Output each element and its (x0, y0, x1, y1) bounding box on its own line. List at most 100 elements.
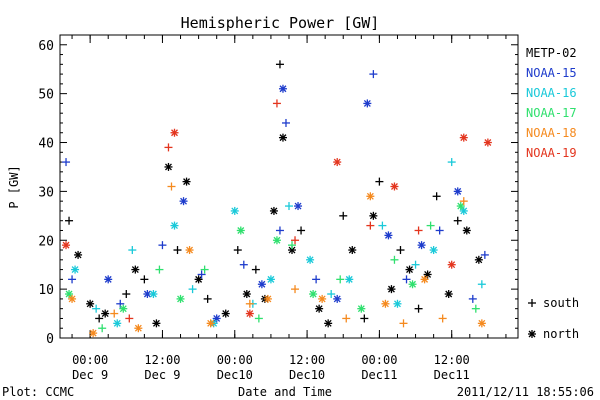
north-point (453, 187, 462, 196)
north-point (318, 294, 327, 303)
south-point (140, 275, 149, 284)
y-axis-label: P [GW] (7, 165, 21, 208)
north-point (113, 319, 122, 328)
legend-entry: METP-02 (526, 46, 577, 60)
north-point (456, 202, 465, 211)
north-point (417, 241, 426, 250)
north-point (170, 128, 179, 137)
series-noaa-15 (62, 70, 489, 323)
north-point (405, 265, 414, 274)
north-point (170, 221, 179, 230)
north-point (257, 280, 266, 289)
x-tick-label-date: Dec11 (434, 368, 470, 382)
x-tick-label-date: Dec10 (217, 368, 253, 382)
south-point (327, 290, 336, 299)
north-point (366, 192, 375, 201)
north-point (68, 294, 77, 303)
north-point (230, 206, 239, 215)
north-point (333, 294, 342, 303)
south-point (291, 236, 300, 245)
north-point (164, 162, 173, 171)
south-point (65, 216, 74, 225)
south-point (68, 275, 77, 284)
plot-timestamp: 2011/12/11 18:55:06 (457, 385, 594, 399)
north-point (62, 241, 71, 250)
south-point (62, 158, 71, 167)
south-point (312, 275, 321, 284)
legend-entry: NOAA-19 (526, 146, 577, 160)
y-tick-label: 30 (38, 185, 54, 200)
north-point (176, 294, 185, 303)
south-point (167, 182, 176, 191)
south-point (360, 314, 369, 323)
x-tick-label-time: 00:00 (217, 353, 253, 367)
north-point (194, 275, 203, 284)
south-point (396, 246, 405, 255)
north-point (242, 290, 251, 299)
y-tick-label: 20 (38, 234, 54, 249)
north-point (393, 299, 402, 308)
x-tick-label-date: Dec10 (289, 368, 325, 382)
series-noaa-17 (65, 202, 480, 333)
south-point (390, 255, 399, 264)
north-point (101, 309, 110, 318)
legend: METP-02 NOAA-15 NOAA-16 NOAA-17 NOAA-18 NOAA-… (526, 46, 577, 160)
south-point (275, 226, 284, 235)
north-point (104, 275, 113, 284)
north-point (86, 299, 95, 308)
series-noaa-18 (68, 182, 486, 338)
north-point (459, 133, 468, 142)
north-point (152, 319, 161, 328)
south-point (342, 314, 351, 323)
north-point (206, 319, 215, 328)
north-point (483, 138, 492, 147)
south-point (402, 275, 411, 284)
south-point (254, 314, 263, 323)
south-point (369, 70, 378, 79)
south-point (453, 216, 462, 225)
south-point (164, 143, 173, 152)
north-point (266, 275, 275, 284)
south-point (468, 294, 477, 303)
south-point (92, 304, 101, 313)
x-tick-label-time: 12:00 (289, 353, 325, 367)
north-point (408, 280, 417, 289)
south-point (200, 265, 209, 274)
south-point (336, 275, 345, 284)
north-point (429, 246, 438, 255)
y-tick-label: 0 (46, 332, 54, 347)
south-point (281, 118, 290, 127)
south-point (288, 241, 297, 250)
south-point (459, 197, 468, 206)
south-point (291, 285, 300, 294)
north-point (315, 304, 324, 313)
south-point (110, 309, 119, 318)
south-point (426, 221, 435, 230)
north-point (306, 255, 315, 264)
north-point (263, 294, 272, 303)
north-point (348, 246, 357, 255)
x-axis-label: Date and Time (238, 385, 332, 399)
north-point (363, 99, 372, 108)
south-point (158, 241, 167, 250)
north-point (131, 265, 140, 274)
north-point (309, 290, 318, 299)
south-point (399, 319, 408, 328)
plot-credit: Plot: CCMC (2, 385, 74, 399)
north-point (149, 290, 158, 299)
south-point (239, 260, 248, 269)
y-tick-label: 10 (38, 283, 54, 298)
south-point (366, 221, 375, 230)
north-point (420, 275, 429, 284)
legend-entry: NOAA-17 (526, 106, 577, 120)
south-point (480, 250, 489, 259)
south-point (411, 260, 420, 269)
south-point (122, 290, 131, 299)
south-point (375, 177, 384, 186)
south-point (197, 270, 206, 279)
north-point (444, 290, 453, 299)
south-point (125, 314, 134, 323)
south-point (339, 211, 348, 220)
